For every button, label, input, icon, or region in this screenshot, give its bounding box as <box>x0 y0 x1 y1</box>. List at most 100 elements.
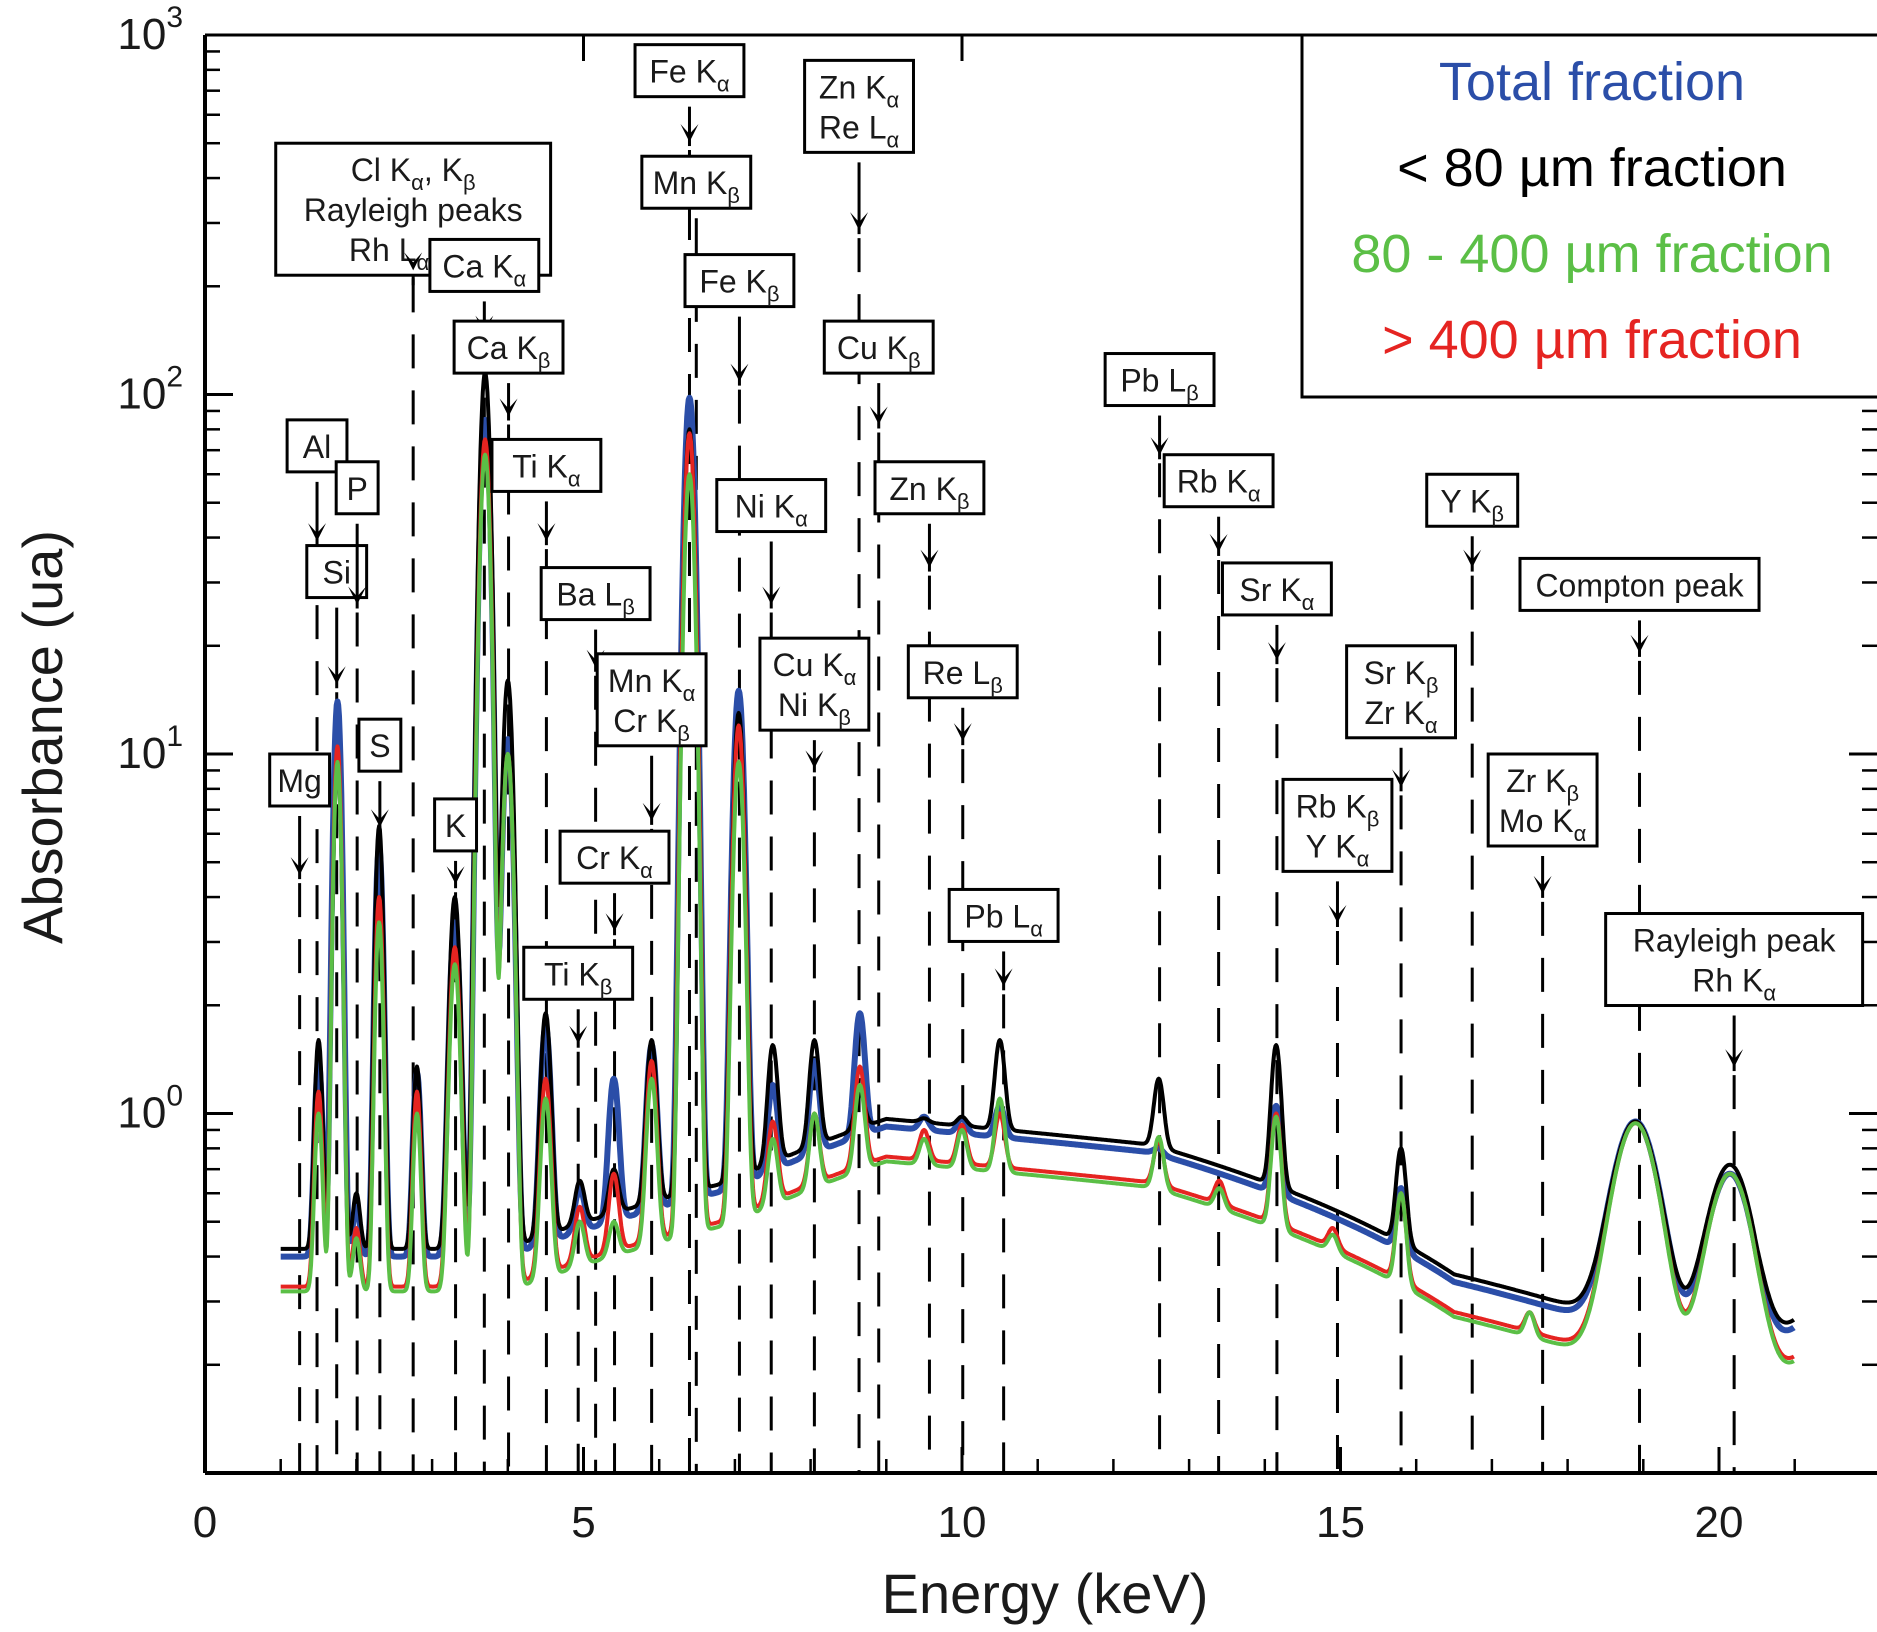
peak-label-text: Zn Kα​ <box>819 69 900 112</box>
peak-label-text: Zr Kα​ <box>1364 695 1437 738</box>
peak-label-text: Rayleigh peak <box>1633 923 1837 959</box>
peak-arrow-icon <box>1328 881 1347 928</box>
peak-label-box <box>274 141 553 277</box>
peak-label-text: P <box>346 471 367 507</box>
peak-label-box <box>1220 561 1333 617</box>
peak-label-text: Ni Kα​ <box>735 489 808 532</box>
peak-label: P <box>334 460 380 609</box>
peak-label-box <box>539 566 652 622</box>
y-tick-label: 100 <box>117 1080 183 1138</box>
peak-label: Fe Kα​ <box>633 43 746 147</box>
peak-label-box <box>1345 644 1457 740</box>
peak-arrow-icon <box>586 629 605 672</box>
peak-label-box <box>1425 472 1520 528</box>
peak-label: Pb Lα​ <box>947 887 1060 991</box>
y-axis-label: Absorbance (ua) <box>11 530 74 944</box>
peak-label-box <box>1103 352 1216 408</box>
peak-arrow-icon <box>605 893 624 936</box>
legend-entry: 80 - 400 µm fraction <box>1351 224 1832 284</box>
peak-arrow-icon <box>1463 536 1482 572</box>
peak-label-box <box>558 829 671 885</box>
peak-label-text: Mn Kα​ <box>608 663 696 706</box>
peak-label-text: Sr Kα​ <box>1239 572 1314 615</box>
series-line <box>279 452 1796 1365</box>
peak-label-text: Y Kα​ <box>1306 828 1370 871</box>
peak-label-box <box>822 319 935 375</box>
peak-label: Ca Kβ​ <box>452 319 565 421</box>
peak-arrow-icon <box>308 481 327 546</box>
peak-label-box <box>803 58 915 154</box>
peak-label-text: Ni Kβ​ <box>778 687 851 730</box>
peak-arrow-icon <box>370 781 389 832</box>
peak-arrow-icon <box>290 816 309 880</box>
x-tick-label: 15 <box>1316 1498 1365 1547</box>
peak-arrow-icon <box>1630 620 1649 657</box>
peak-label-text: Mn Kβ​ <box>653 165 740 208</box>
peak-label-text: Re Lβ​ <box>923 655 1003 698</box>
peak-label: S <box>357 717 403 832</box>
peak-label-box <box>490 437 603 493</box>
peak-arrow-icon <box>805 740 824 773</box>
peak-arrow-icon <box>869 383 888 429</box>
peak-label-text: Rayleigh peaks <box>304 192 523 228</box>
peak-label: Fe Kβ​ <box>683 253 796 386</box>
peak-label-box <box>334 460 380 516</box>
peak-label-box <box>1486 752 1599 848</box>
peak-label-box <box>595 652 708 748</box>
peak-label-box <box>906 644 1019 700</box>
peak-arrow-icon <box>1267 624 1286 665</box>
peak-label-text: Mg <box>277 763 321 799</box>
peak-label: Zn Kα​Re Lα​ <box>803 58 915 235</box>
peak-label-text: Compton peak <box>1535 567 1744 603</box>
y-tick-label: 101 <box>117 720 183 778</box>
peak-label: K <box>433 797 479 889</box>
peak-label: Rb Kα​ <box>1162 453 1275 556</box>
peak-label-box <box>758 636 871 732</box>
peak-arrow-icon <box>404 252 423 286</box>
peak-label-text: Fe Kβ​ <box>699 264 779 307</box>
peak-arrow-icon <box>730 316 749 386</box>
peak-label: Ti Kβ​ <box>522 945 635 1048</box>
peak-label-text: Al <box>303 429 331 465</box>
peak-label-box <box>1162 453 1275 509</box>
peak-label-text: Ti Kα​ <box>512 448 581 491</box>
peak-label: Cu Kα​Ni Kβ​ <box>758 636 871 773</box>
peak-arrow-icon <box>994 951 1013 991</box>
peak-arrow-icon <box>850 162 869 235</box>
peak-label: Mn Kβ​ <box>640 154 753 284</box>
legend-entry: > 400 µm fraction <box>1382 310 1802 370</box>
peak-arrow-icon <box>642 755 661 825</box>
peak-label-text: Cr Kα​ <box>576 840 653 883</box>
peak-label: Rb Kβ​Y Kα​ <box>1281 777 1394 928</box>
y-tick-label: 103 <box>117 1 183 59</box>
peak-label: Zr Kβ​Mo Kα​ <box>1486 752 1599 898</box>
peak-label: Re Lβ​ <box>906 644 1019 746</box>
peak-label-box <box>452 319 565 375</box>
peak-label-box <box>428 237 541 293</box>
peak-label-box <box>947 887 1060 943</box>
peak-label-text: Rb Kα​ <box>1177 464 1261 507</box>
peak-arrow-icon <box>499 383 518 421</box>
peak-label: Y Kβ​ <box>1425 472 1520 572</box>
peak-label: Sr Kβ​Zr Kα​ <box>1345 644 1457 792</box>
peak-label-box <box>1281 777 1394 873</box>
peak-label-text: K <box>445 808 466 844</box>
peak-label-box <box>633 43 746 99</box>
peak-label-text: Y Kβ​ <box>1440 483 1504 526</box>
peak-label-box <box>357 717 403 773</box>
peak-label-text: Rh Kα​ <box>1692 963 1776 1006</box>
x-tick-label: 0 <box>193 1498 217 1547</box>
peak-label-text: Ba Lβ​ <box>556 577 634 620</box>
peak-label-text: S <box>369 728 390 764</box>
peak-arrow-icon <box>348 523 367 609</box>
legend: Total fraction < 80 µm fraction 80 - 400 µ… <box>1300 33 1877 399</box>
peak-label: Pb Lβ​ <box>1103 352 1216 460</box>
peak-label-text: Mo Kα​ <box>1499 803 1587 846</box>
peak-arrow-icon <box>953 707 972 746</box>
peak-label-box <box>873 460 986 516</box>
peak-label-box <box>1518 556 1761 612</box>
peak-guide-lines <box>298 150 1736 1473</box>
x-tick-label: 10 <box>938 1498 987 1547</box>
